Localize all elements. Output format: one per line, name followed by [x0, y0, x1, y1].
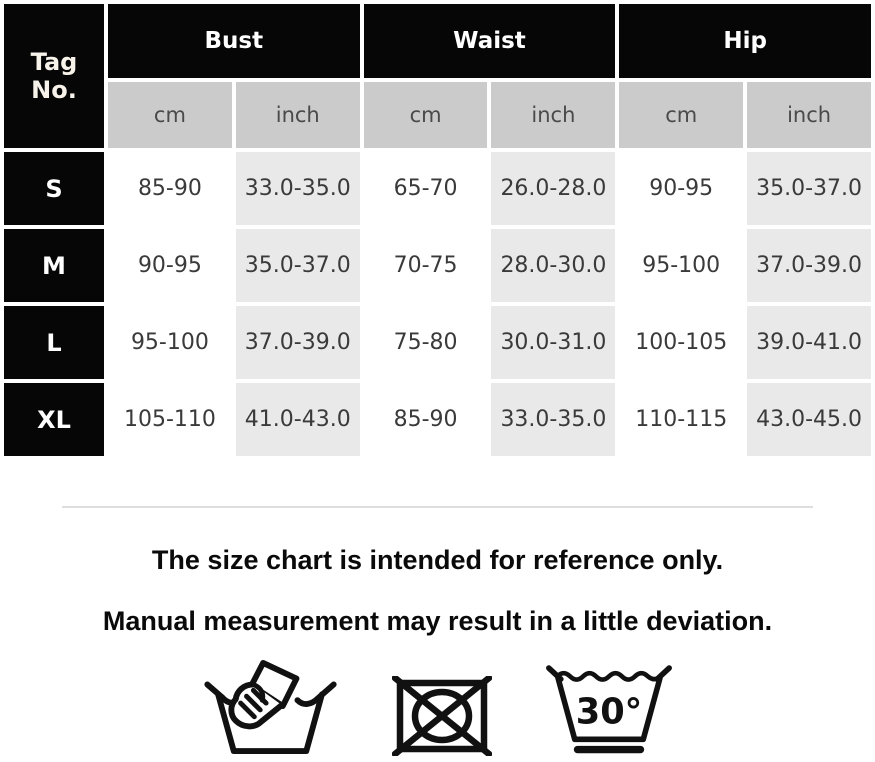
- table-row: Tag No. Bust Waist Hip: [4, 4, 871, 148]
- value-cell: 35.0-37.0: [235, 229, 360, 302]
- size-label-m: M: [4, 229, 104, 302]
- unit-header: cm: [108, 82, 232, 148]
- unit-header: inch: [235, 82, 360, 148]
- unit-header: cm: [619, 82, 744, 148]
- hand-wash-icon: [202, 659, 340, 756]
- value-cell: 41.0-43.0: [235, 383, 360, 456]
- value-cell: 28.0-30.0: [491, 229, 616, 302]
- corner-header-tag-no: Tag No.: [4, 4, 104, 148]
- value-cell: 90-95: [619, 152, 744, 225]
- deviation-note: Manual measurement may result in a littl…: [102, 606, 773, 636]
- table-row: L 95-100 37.0-39.0 75-80 30.0-31.0 100-1…: [4, 306, 871, 379]
- value-cell: 105-110: [108, 383, 232, 456]
- size-label-l: L: [4, 306, 104, 379]
- divider-line: [62, 506, 813, 508]
- value-cell: 65-70: [363, 152, 488, 225]
- value-cell: 85-90: [363, 383, 488, 456]
- value-cell: 95-100: [619, 229, 744, 302]
- value-cell: 70-75: [363, 229, 488, 302]
- value-cell: 100-105: [619, 306, 744, 379]
- value-cell: 95-100: [108, 306, 232, 379]
- size-chart-table: Tag No. Bust Waist Hip cm inch cm inch c…: [4, 4, 871, 456]
- value-cell: 37.0-39.0: [747, 229, 871, 302]
- value-cell: 33.0-35.0: [491, 383, 616, 456]
- value-cell: 30.0-31.0: [491, 306, 616, 379]
- value-cell: 39.0-41.0: [747, 306, 871, 379]
- value-cell: 75-80: [363, 306, 488, 379]
- value-cell: 35.0-37.0: [747, 152, 871, 225]
- size-label-xl: XL: [4, 383, 104, 456]
- care-icons-row: 30°: [0, 656, 875, 756]
- table-row: M 90-95 35.0-37.0 70-75 28.0-30.0 95-100…: [4, 229, 871, 302]
- value-cell: 110-115: [619, 383, 744, 456]
- value-cell: 26.0-28.0: [491, 152, 616, 225]
- unit-header: inch: [491, 82, 616, 148]
- group-header-waist: Waist: [363, 4, 616, 78]
- wash-temperature-label: 30°: [575, 692, 642, 733]
- table-row: S 85-90 33.0-35.0 65-70 26.0-28.0 90-95 …: [4, 152, 871, 225]
- table-row: cm inch cm inch cm inch: [4, 82, 871, 148]
- value-cell: 37.0-39.0: [235, 306, 360, 379]
- table-row: XL 105-110 41.0-43.0 85-90 33.0-35.0 110…: [4, 383, 871, 456]
- group-header-hip: Hip: [619, 4, 871, 78]
- value-cell: 43.0-45.0: [747, 383, 871, 456]
- group-header-bust: Bust: [108, 4, 360, 78]
- wash-30-degrees-icon: 30°: [544, 656, 674, 756]
- size-label-s: S: [4, 152, 104, 225]
- value-cell: 85-90: [108, 152, 232, 225]
- unit-header: cm: [363, 82, 488, 148]
- value-cell: 33.0-35.0: [235, 152, 360, 225]
- reference-note: The size chart is intended for reference…: [151, 545, 724, 575]
- unit-header: inch: [747, 82, 871, 148]
- value-cell: 90-95: [108, 229, 232, 302]
- do-not-tumble-dry-icon: [391, 676, 492, 756]
